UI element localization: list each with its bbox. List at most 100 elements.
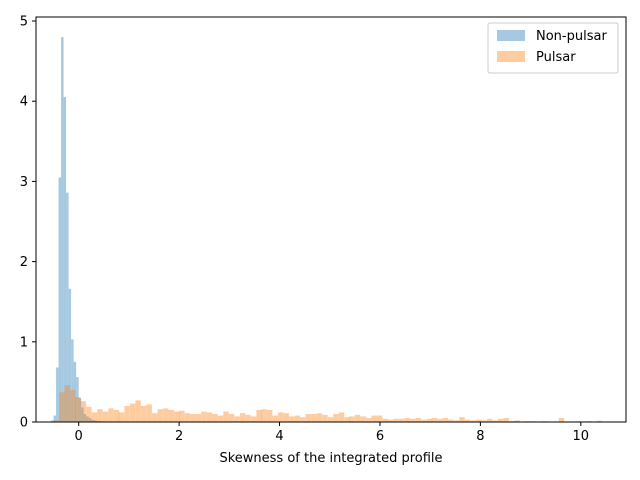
bar-pulsar-78 [481,420,487,422]
bar-pulsar-88 [558,417,565,422]
bar-non-pulsar-16 [91,419,94,422]
bar-pulsar-23 [179,410,185,422]
legend-label-pulsar: Pulsar [536,50,576,65]
bar-pulsar-73 [453,420,460,422]
bar-pulsar-24 [184,413,191,422]
bar-non-pulsar-9 [73,361,77,422]
bar-pulsar-35 [245,414,251,422]
bar-pulsar-91 [596,420,603,422]
bar-pulsar-21 [168,409,174,422]
bar-pulsar-68 [426,418,433,422]
bar-non-pulsar-8 [71,339,74,422]
x-axis-ticks: 0 2 4 6 8 10 [75,422,590,444]
bar-pulsar-36 [250,416,257,422]
y-tick-label-1: 1 [20,335,28,350]
bar-pulsar-28 [206,412,213,422]
bar-pulsar-56 [360,416,366,422]
bar-pulsar-64 [404,417,410,422]
series-pulsar-bars [53,385,603,422]
bar-pulsar-46 [305,413,312,422]
bar-pulsar-47 [311,413,317,422]
bar-pulsar-1 [59,392,65,422]
bar-pulsar-12 [118,412,125,422]
x-tick-label-6: 6 [376,429,384,444]
x-tick-label-4: 4 [275,429,283,444]
y-tick-label-2: 2 [20,255,28,270]
bar-pulsar-43 [289,416,295,422]
bar-non-pulsar-10 [76,377,79,422]
x-tick-label-10: 10 [573,429,590,444]
bar-pulsar-53 [344,417,350,422]
bar-pulsar-13 [124,405,130,422]
bar-non-pulsar-15 [88,417,92,422]
bar-pulsar-66 [415,417,422,422]
bar-non-pulsar-13 [83,413,87,422]
bar-pulsar-55 [354,414,361,422]
y-tick-label-5: 5 [20,15,28,30]
legend-label-non-pulsar: Non-pulsar [536,29,607,44]
bar-pulsar-48 [316,413,323,422]
bar-pulsar-26 [195,413,202,422]
bar-pulsar-32 [228,413,235,422]
bar-pulsar-41 [278,412,284,422]
bar-pulsar-62 [393,418,399,422]
bar-pulsar-11 [113,409,120,422]
bar-pulsar-75 [464,419,471,422]
bar-pulsar-7 [91,412,98,422]
bar-non-pulsar-3 [58,177,62,422]
bar-pulsar-29 [212,413,218,422]
bar-pulsar-2 [64,385,71,422]
bar-pulsar-9 [102,411,109,422]
bar-pulsar-65 [410,418,416,422]
y-axis-ticks: 0 1 2 3 4 5 [20,15,36,431]
bar-pulsar-8 [97,409,103,422]
bar-pulsar-81 [497,418,504,422]
bar-pulsar-30 [217,415,224,422]
bar-pulsar-40 [272,415,278,422]
bar-pulsar-61 [387,419,394,422]
bar-pulsar-33 [234,416,240,422]
bar-pulsar-59 [376,415,383,422]
bar-non-pulsar-5 [63,97,67,422]
bar-pulsar-49 [322,414,328,422]
bar-pulsar-4 [75,397,81,422]
plot-frame [35,16,627,423]
y-tick-label-0: 0 [20,416,28,431]
bar-non-pulsar-12 [81,407,84,422]
bar-pulsar-10 [108,408,114,422]
bar-pulsar-50 [327,417,334,422]
bar-pulsar-34 [239,413,246,422]
bar-non-pulsar-2 [56,367,59,422]
bar-pulsar-37 [256,409,262,422]
bar-pulsar-72 [448,419,454,422]
bar-pulsar-79 [486,418,493,422]
bar-pulsar-67 [421,419,427,422]
bar-non-pulsar-4 [61,37,64,423]
bar-pulsar-15 [135,400,141,422]
bar-pulsar-14 [129,403,136,422]
y-tick-label-3: 3 [20,175,28,190]
bar-pulsar-52 [338,412,345,422]
x-tick-label-8: 8 [476,429,484,444]
bar-pulsar-18 [151,413,158,422]
bar-non-pulsar-14 [86,416,89,422]
bar-pulsar-0 [53,420,59,422]
bar-pulsar-63 [399,418,405,422]
bar-pulsar-76 [470,420,476,422]
legend-swatch-non-pulsar [497,30,525,41]
bar-non-pulsar-0 [51,420,54,422]
legend-box [487,22,619,74]
bar-non-pulsar-17 [93,420,97,422]
bar-pulsar-27 [201,411,207,422]
bar-pulsar-20 [163,408,169,422]
bar-pulsar-6 [86,406,92,422]
bar-pulsar-74 [459,417,465,422]
bar-pulsar-31 [223,411,229,422]
bar-non-pulsar-11 [78,397,82,422]
bar-pulsar-60 [382,418,388,422]
bar-non-pulsar-7 [68,288,72,422]
bar-pulsar-19 [157,409,163,422]
bar-pulsar-22 [174,411,180,422]
